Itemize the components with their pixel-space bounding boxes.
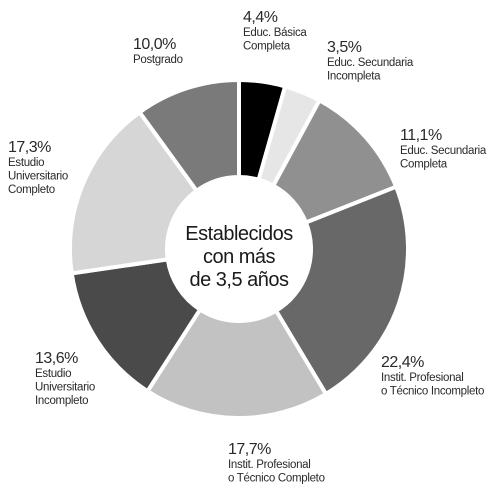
outer-ring: [68, 78, 410, 420]
slice-pct-label-1: 4,4%: [243, 9, 278, 26]
slice-category-label-1: Educ. Básica: [243, 27, 307, 39]
slice-pct-label-2: 3,5%: [327, 39, 362, 56]
slice-category-label-2: Incompleta: [327, 71, 381, 83]
slice-pct-label-3: 11,1%: [400, 127, 442, 144]
slice-pct-label-7: 17,3%: [8, 139, 51, 156]
slice-category-label-2: Educ. Secundaria: [327, 57, 414, 69]
slice-pct-label-4: 22,4%: [381, 354, 424, 371]
slice-pct-label-8: 10,0%: [133, 36, 176, 53]
slice-category-label-6: Incompleto: [35, 395, 88, 407]
center-title-line: Establecidos: [185, 223, 293, 245]
slice-category-label-6: Estudio: [35, 368, 71, 380]
slice-pct-label-5: 17,7%: [228, 441, 271, 458]
slice-category-label-3: Completa: [400, 159, 448, 171]
slice-category-label-8: Postgrado: [133, 54, 183, 66]
pie-slice-8: [136, 77, 241, 194]
pie-slice-4: [273, 184, 410, 397]
slice-category-label-7: Completo: [8, 184, 55, 196]
slices-group: [68, 77, 410, 420]
center-title-line: con más: [203, 246, 276, 268]
slice-category-label-3: Educ. Secundaria: [400, 145, 487, 157]
center-title-line: de 3,5 años: [189, 269, 289, 291]
slice-category-label-6: Universitario: [35, 382, 95, 394]
slice-pct-label-6: 13,6%: [35, 350, 78, 367]
slice-category-label-5: o Técnico Completo: [228, 473, 325, 485]
slice-category-label-4: o Técnico Incompleto: [381, 386, 484, 398]
pie-slice-7: [68, 109, 200, 276]
slice-category-label-7: Estudio: [8, 157, 44, 169]
slice-category-label-7: Universitario: [8, 171, 68, 183]
pie-slice-6: [69, 257, 203, 394]
slice-category-label-1: Completa: [243, 41, 291, 53]
pie-slice-5: [144, 306, 329, 420]
slice-category-label-5: Instit. Profesional: [228, 459, 311, 471]
slice-category-label-4: Instit. Profesional: [381, 372, 464, 384]
